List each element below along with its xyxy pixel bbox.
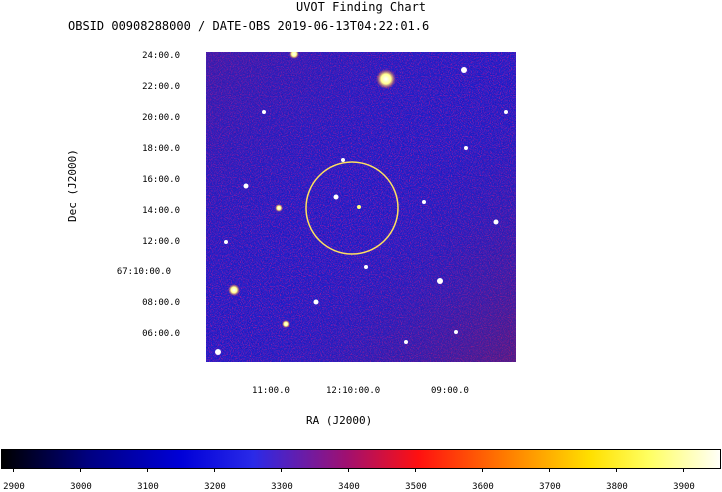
star <box>464 146 468 150</box>
star <box>289 52 299 59</box>
star <box>243 183 249 189</box>
star <box>341 158 345 162</box>
colorbar-tick-mark <box>147 468 148 472</box>
star <box>357 205 361 209</box>
colorbar-tick-mark <box>348 468 349 472</box>
colorbar <box>1 449 721 469</box>
star <box>262 110 266 114</box>
star <box>282 320 290 328</box>
colorbar-tick-label: 3900 <box>673 482 695 492</box>
y-tick: 67:10:00.0 <box>116 267 171 277</box>
chart-title: UVOT Finding Chart <box>295 0 427 14</box>
star <box>275 204 283 212</box>
colorbar-tick-label: 3700 <box>539 482 561 492</box>
colorbar-tick-mark <box>683 468 684 472</box>
star <box>224 240 228 244</box>
colorbar-tick-mark <box>281 468 282 472</box>
star <box>504 110 508 114</box>
sky-image <box>206 52 516 362</box>
y-tick: 14:00.0 <box>142 206 180 216</box>
star <box>454 330 458 334</box>
colorbar-tick-mark <box>13 468 14 472</box>
colorbar-tick-mark <box>616 468 617 472</box>
colorbar-tick-label: 2900 <box>3 482 25 492</box>
y-tick: 22:00.0 <box>142 82 180 92</box>
y-tick: 06:00.0 <box>142 329 180 339</box>
y-tick: 12:00.0 <box>142 237 180 247</box>
star <box>313 299 319 305</box>
colorbar-tick-label: 3500 <box>405 482 427 492</box>
bright-star <box>376 69 396 89</box>
y-tick: 08:00.0 <box>142 298 180 308</box>
colorbar-tick-label: 3200 <box>204 482 226 492</box>
star <box>333 194 339 200</box>
x-tick: 11:00.0 <box>252 386 290 396</box>
y-axis-label: Dec (J2000) <box>66 149 79 222</box>
colorbar-tick-label: 3600 <box>472 482 494 492</box>
colorbar-tick-mark <box>482 468 483 472</box>
colorbar-tick-label: 3400 <box>338 482 360 492</box>
star <box>422 200 426 204</box>
colorbar-tick-mark <box>549 468 550 472</box>
star <box>228 284 240 296</box>
colorbar-tick-mark <box>80 468 81 472</box>
x-axis-label: RA (J2000) <box>306 414 373 427</box>
colorbar-tick-mark <box>214 468 215 472</box>
x-tick: 12:10:00.0 <box>326 386 381 396</box>
colorbar-tick-label: 3100 <box>137 482 159 492</box>
target-circle <box>305 161 399 255</box>
colorbar-tick-label: 3300 <box>271 482 293 492</box>
star <box>461 67 467 73</box>
star <box>437 278 443 284</box>
chart-subtitle: OBSID 00908288000 / DATE-OBS 2019-06-13T… <box>68 19 430 33</box>
y-tick: 16:00.0 <box>142 175 180 185</box>
star <box>215 349 221 355</box>
star <box>493 219 499 225</box>
y-tick: 18:00.0 <box>142 144 180 154</box>
colorbar-tick-label: 3000 <box>70 482 92 492</box>
star <box>364 265 368 269</box>
colorbar-tick-label: 3800 <box>606 482 628 492</box>
colorbar-tick-mark <box>415 468 416 472</box>
stars <box>215 52 508 355</box>
star <box>404 340 408 344</box>
x-tick: 09:00.0 <box>431 386 469 396</box>
y-tick: 20:00.0 <box>142 113 180 123</box>
y-tick: 24:00.0 <box>142 51 180 61</box>
